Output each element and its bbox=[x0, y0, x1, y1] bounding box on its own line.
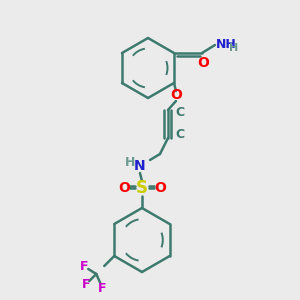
Text: F: F bbox=[82, 278, 91, 290]
Text: C: C bbox=[175, 106, 184, 119]
Text: O: O bbox=[197, 56, 209, 70]
Text: F: F bbox=[80, 260, 88, 272]
Text: F: F bbox=[98, 281, 106, 295]
Text: O: O bbox=[170, 88, 182, 102]
Text: S: S bbox=[136, 179, 148, 197]
Text: C: C bbox=[175, 128, 184, 142]
Text: H: H bbox=[230, 43, 238, 53]
Text: O: O bbox=[118, 181, 130, 195]
Text: N: N bbox=[134, 159, 146, 173]
Text: O: O bbox=[154, 181, 166, 195]
Text: NH: NH bbox=[216, 38, 237, 52]
Text: H: H bbox=[125, 155, 135, 169]
